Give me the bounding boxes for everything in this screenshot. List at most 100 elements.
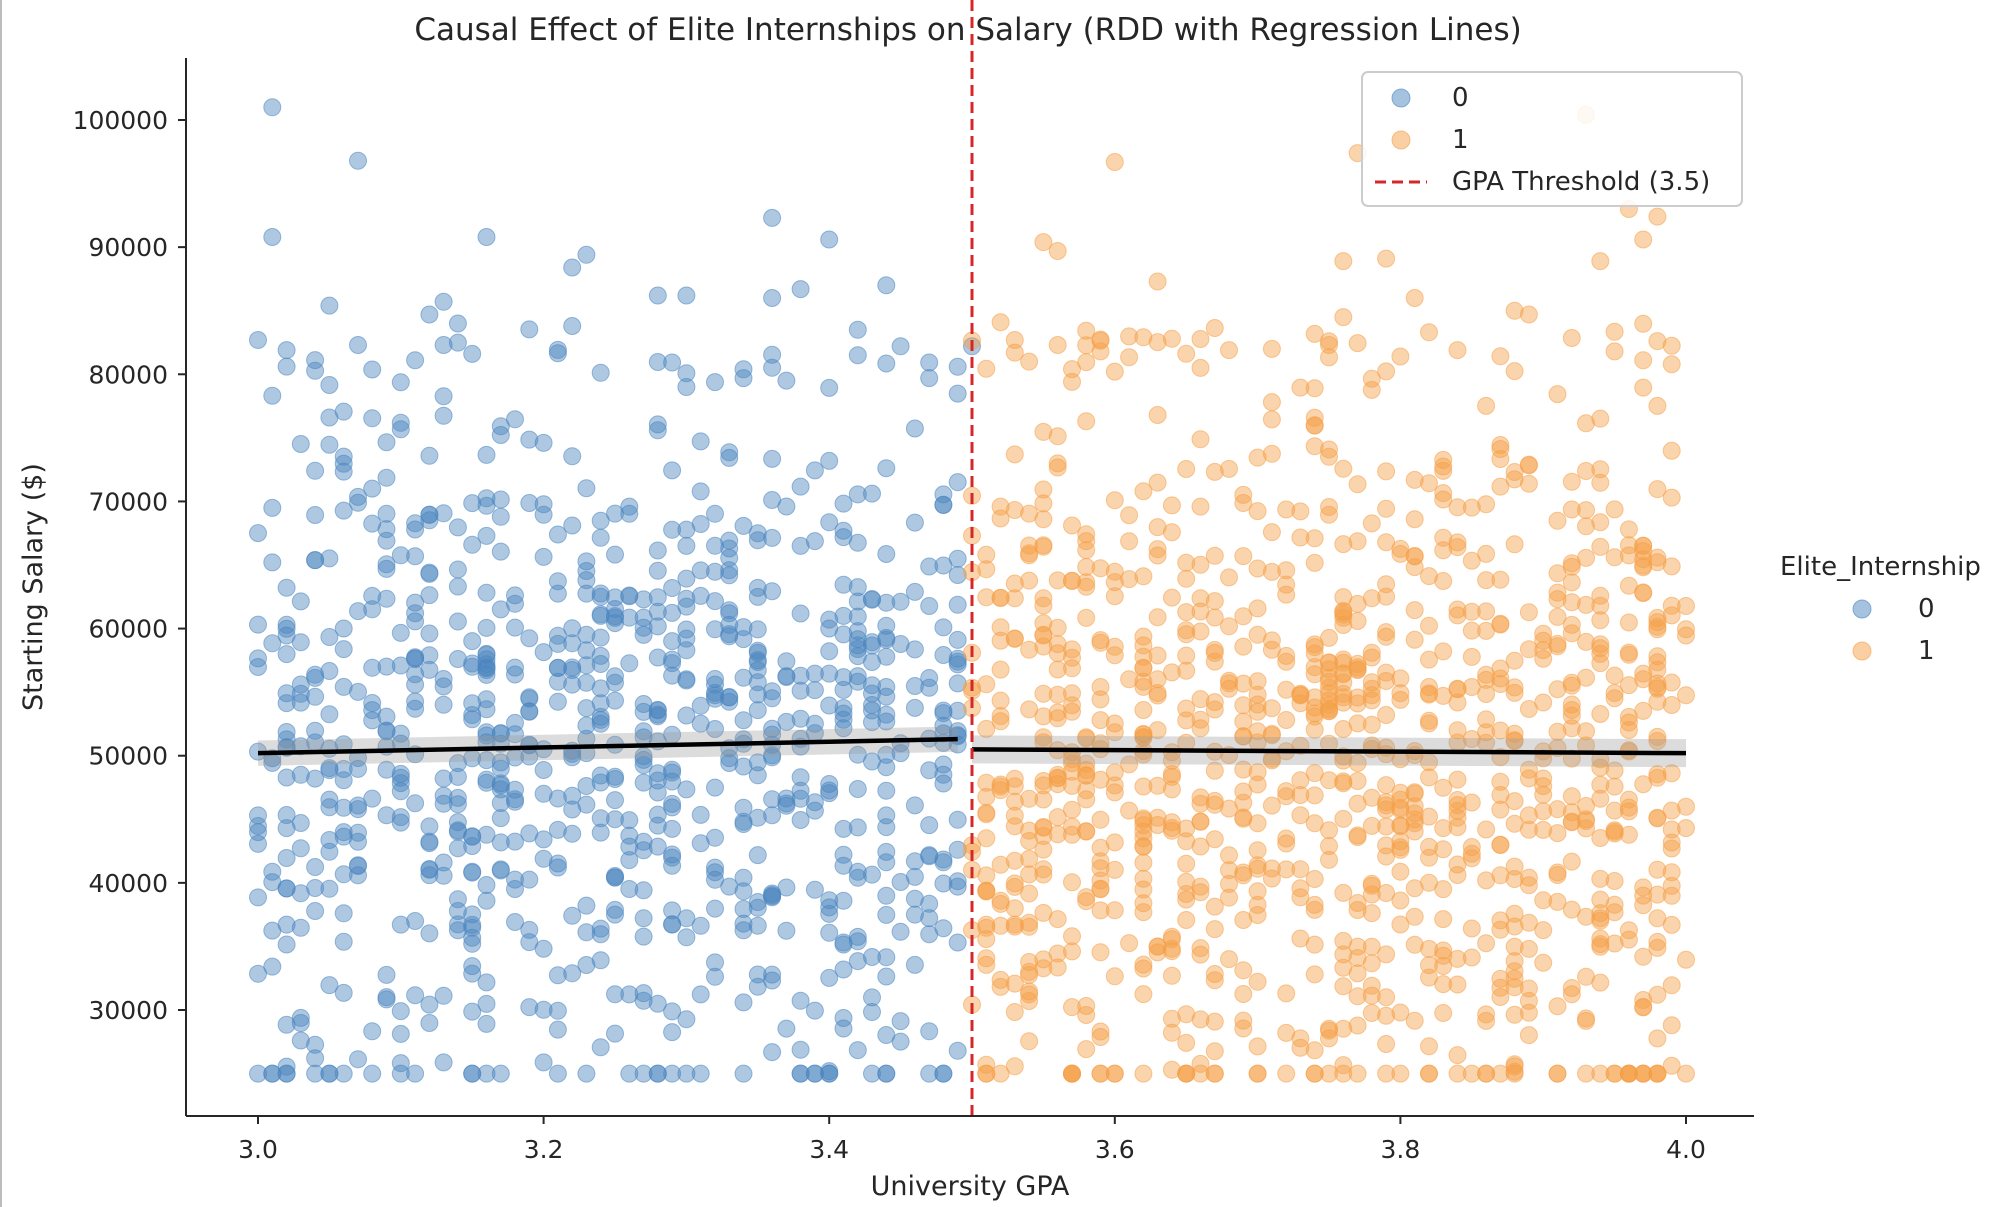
scatter-point-series-1 [1634,1064,1653,1083]
scatter-point-series-1 [1405,470,1424,489]
scatter-point-series-0 [848,667,867,686]
scatter-point-series-1 [1162,927,1181,946]
scatter-point-series-0 [606,667,624,686]
scatter-point-series-1 [1434,490,1453,509]
scatter-point-series-1 [1477,665,1496,684]
scatter-point-series-1 [1448,796,1467,815]
scatter-point-series-1 [1248,695,1267,714]
scatter-point-series-0 [591,809,610,828]
scatter-point-series-1 [1020,985,1039,1004]
scatter-point-series-0 [506,658,524,677]
scatter-point-series-0 [263,634,282,653]
scatter-point-series-0 [349,857,367,875]
scatter-point-series-0 [734,900,753,918]
scatter-point-series-1 [1177,911,1196,929]
scatter-point-series-0 [520,998,539,1017]
scatter-point-series-0 [677,569,696,588]
scatter-point-series-1 [1234,637,1253,656]
scatter-point-series-1 [1662,355,1681,374]
scatter-point-series-0 [277,768,296,787]
scatter-point-series-1 [1420,678,1438,696]
scatter-point-series-0 [563,258,582,277]
scatter-point-series-0 [491,507,510,526]
scatter-point-series-0 [477,726,496,745]
scatter-point-series-0 [663,763,682,782]
scatter-point-series-0 [477,1014,496,1033]
scatter-point-series-1 [1477,1005,1496,1024]
scatter-point-series-0 [720,561,739,580]
scatter-point-series-0 [491,724,510,743]
scatter-point-series-0 [377,520,396,539]
scatter-point-series-0 [706,689,724,708]
scatter-point-series-0 [877,705,896,724]
scatter-point-series-0 [948,384,967,403]
scatter-point-series-0 [948,872,967,891]
scatter-point-series-1 [1077,822,1096,841]
scatter-point-series-1 [1391,840,1410,859]
scatter-point-series-0 [320,798,339,817]
scatter-point-series-1 [1034,776,1053,795]
scatter-point-series-0 [677,928,696,947]
scatter-point-series-0 [877,678,896,696]
scatter-point-series-1 [991,775,1010,794]
scatter-point-series-1 [1091,838,1110,857]
scatter-point-series-0 [448,915,467,934]
scatter-point-series-1 [1477,723,1496,742]
scatter-point-series-1 [1377,988,1396,1007]
scatter-point-series-0 [291,765,310,784]
scatter-point-series-0 [448,788,467,807]
scatter-point-series-1 [977,1064,996,1083]
scatter-point-series-0 [748,673,767,692]
scatter-point-series-0 [591,528,610,547]
scatter-point-series-1 [1305,1064,1324,1083]
scatter-point-series-0 [648,353,667,371]
scatter-point-series-1 [977,955,996,974]
scatter-point-series-0 [334,640,353,659]
scatter-point-series-1 [1020,1032,1039,1051]
scatter-point-series-1 [1020,571,1039,590]
scatter-point-series-1 [1548,511,1567,530]
scatter-point-series-0 [334,798,353,817]
scatter-point-series-0 [706,373,724,392]
scatter-point-series-1 [1534,785,1553,804]
scatter-point-series-0 [791,477,810,496]
scatter-point-series-0 [306,361,325,380]
scatter-point-series-0 [306,668,325,687]
scatter-point-series-1 [1448,538,1467,557]
scatter-point-series-1 [1434,957,1453,975]
scatter-point-series-0 [677,589,696,608]
scatter-point-series-0 [677,670,696,689]
scatter-point-series-0 [406,547,425,566]
scatter-point-series-0 [577,571,596,590]
scatter-point-series-1 [1491,920,1510,939]
scatter-point-series-1 [1420,650,1438,669]
scatter-point-series-0 [948,840,967,859]
scatter-point-series-1 [1477,934,1496,953]
scatter-point-series-0 [805,461,824,480]
scatter-point-series-0 [491,600,510,619]
scatter-point-series-1 [1034,626,1053,645]
scatter-point-series-1 [1320,1021,1338,1040]
scatter-point-series-0 [320,842,339,861]
scatter-point-series-0 [548,1064,567,1083]
scatter-point-series-0 [663,654,682,673]
scatter-point-series-0 [877,630,896,649]
scatter-point-series-1 [1063,640,1081,659]
scatter-point-series-1 [1077,888,1096,907]
scatter-point-series-1 [1148,406,1167,424]
scatter-point-series-1 [1648,938,1667,957]
scatter-point-series-1 [1020,789,1039,808]
scatter-point-series-1 [991,313,1010,332]
scatter-point-series-1 [1391,862,1410,881]
scatter-point-series-0 [291,693,310,712]
scatter-point-series-0 [848,630,867,649]
scatter-point-series-1 [1077,353,1096,372]
scatter-point-series-1 [1577,797,1595,815]
scatter-point-series-1 [1405,1011,1424,1030]
scatter-point-series-1 [1534,820,1553,839]
scatter-point-series-1 [1148,670,1167,689]
scatter-point-series-0 [563,824,582,843]
scatter-point-series-1 [977,588,996,607]
scatter-point-series-0 [334,619,353,638]
scatter-point-series-1 [1391,783,1410,802]
